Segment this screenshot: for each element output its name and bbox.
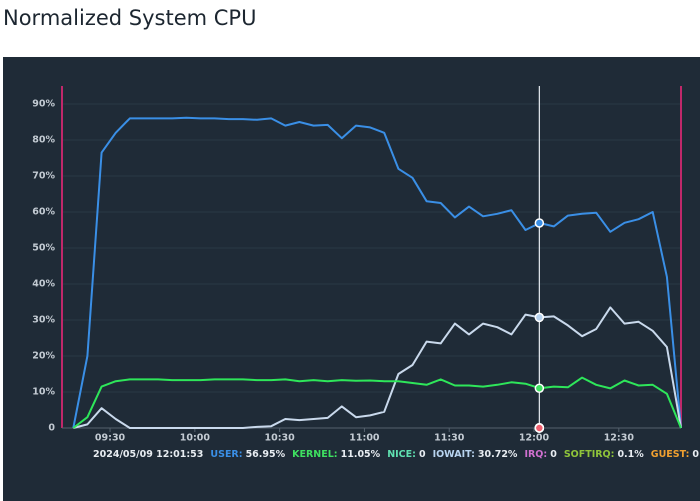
x-tick-label: 12:00	[519, 433, 550, 444]
y-tick-label: 20%	[32, 351, 55, 362]
x-tick-label: 11:00	[349, 433, 380, 444]
readout-value: 30.72%	[477, 449, 518, 460]
series-line	[73, 306, 682, 429]
cursor-dot	[534, 312, 545, 323]
readout-item: IRQ: 0	[524, 449, 556, 460]
readout-item: KERNEL: 11.05%	[292, 449, 380, 460]
readout-item: SOFTIRQ: 0.1%	[564, 449, 644, 460]
readout-name: NICE:	[387, 449, 416, 460]
readout-value: 11.05%	[340, 449, 381, 460]
y-tick-label: 10%	[32, 387, 55, 398]
y-tick-label: 60%	[32, 207, 55, 218]
readout-value: 56.95%	[245, 449, 286, 460]
readout-value: 0.1%	[617, 449, 644, 460]
x-tick-label: 09:30	[95, 433, 126, 444]
cursor-dot	[534, 383, 545, 393]
series-line	[72, 116, 682, 429]
readout: 2024/05/09 12:01:53 USER: 56.95% KERNEL: 11…	[93, 449, 700, 460]
series-line	[72, 376, 682, 429]
readout-item: IOWAIT: 30.72%	[433, 449, 518, 460]
readout-name: GUEST:	[650, 449, 690, 460]
cursor-dot	[534, 423, 545, 433]
readout-item: GUEST: 0	[651, 449, 699, 460]
y-tick-label: 70%	[32, 171, 55, 182]
y-tick-label: 80%	[32, 135, 55, 146]
readout-name: USER:	[210, 449, 243, 460]
readout-item: NICE: 0	[387, 449, 425, 460]
readout-name: IOWAIT:	[432, 449, 475, 460]
readout-name: IRQ:	[524, 449, 548, 460]
x-tick-label: 12:30	[604, 433, 635, 444]
readout-time: 2024/05/09 12:01:53	[93, 449, 204, 460]
readout-value: 0	[550, 449, 557, 460]
y-tick-label: 50%	[32, 243, 55, 254]
x-tick-label: 10:30	[265, 433, 296, 444]
x-tick-label: 10:00	[180, 433, 211, 444]
y-tick-label: 30%	[32, 315, 55, 326]
readout-value: 0	[418, 449, 426, 460]
readout-value: 0	[692, 449, 700, 460]
y-tick-label: 40%	[32, 279, 55, 290]
readout-item: USER: 56.95%	[210, 449, 285, 460]
y-tick-label: 90%	[32, 99, 55, 110]
readout-name: SOFTIRQ:	[563, 449, 615, 460]
x-tick-label: 11:30	[434, 433, 465, 444]
page-title: Normalized System CPU	[3, 6, 257, 30]
y-tick-label: 0	[48, 423, 55, 434]
readout-name: KERNEL:	[292, 449, 338, 460]
cursor-dot	[534, 218, 545, 228]
panel	[3, 57, 700, 501]
